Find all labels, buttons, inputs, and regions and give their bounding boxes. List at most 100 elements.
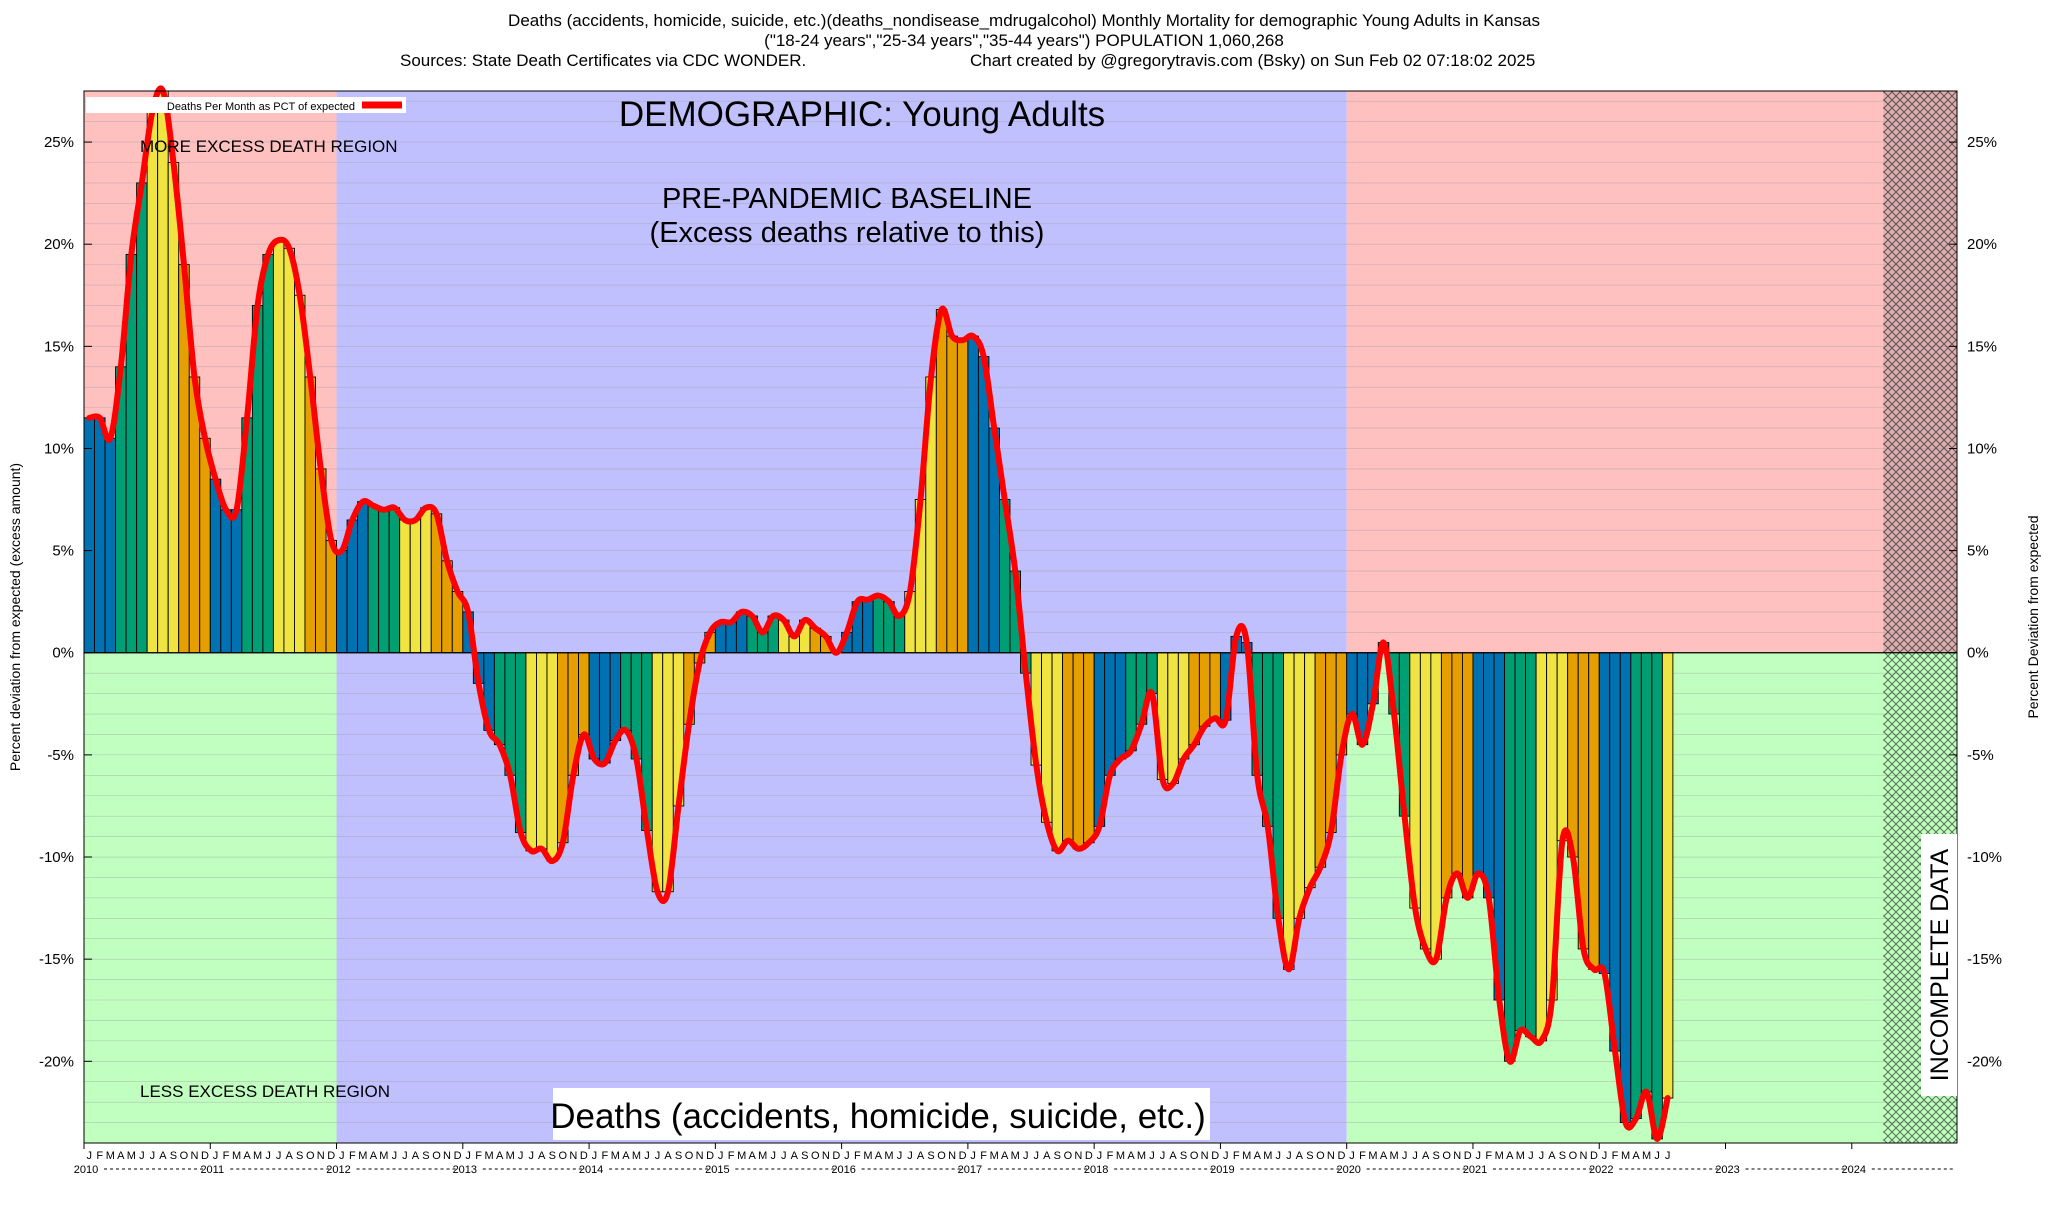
x-month-label: F bbox=[349, 1150, 356, 1162]
bar bbox=[283, 247, 295, 654]
x-month-label: D bbox=[706, 1150, 714, 1162]
x-month-label: J bbox=[1402, 1150, 1408, 1162]
x-month-label: A bbox=[917, 1150, 925, 1162]
y-tick-label-right: 20% bbox=[1967, 236, 1997, 253]
bar bbox=[935, 309, 948, 654]
bar bbox=[1619, 652, 1632, 1124]
x-month-label: J bbox=[1412, 1150, 1418, 1162]
bar bbox=[325, 539, 337, 654]
x-month-label: A bbox=[1422, 1150, 1430, 1162]
bar bbox=[336, 550, 348, 654]
header-line-3-left: Sources: State Death Certificates via CD… bbox=[400, 51, 806, 70]
bar bbox=[609, 652, 622, 742]
x-month-label: M bbox=[1368, 1150, 1377, 1162]
x-month-label: A bbox=[664, 1150, 672, 1162]
bar bbox=[399, 519, 411, 654]
bar bbox=[1598, 652, 1611, 974]
x-month-label: M bbox=[1137, 1150, 1146, 1162]
bar bbox=[1346, 652, 1358, 715]
x-month-label: J bbox=[276, 1150, 282, 1162]
x-year-label: 2016 bbox=[831, 1164, 855, 1176]
bar bbox=[420, 507, 432, 654]
y-tick-label-right: -20% bbox=[1967, 1053, 2002, 1070]
x-year-label: 2024 bbox=[1842, 1164, 1866, 1176]
x-month-label: O bbox=[1442, 1150, 1451, 1162]
bar bbox=[104, 437, 117, 654]
bar bbox=[536, 652, 548, 850]
x-month-label: J bbox=[644, 1150, 650, 1162]
bar bbox=[1083, 652, 1095, 844]
x-month-label: A bbox=[1127, 1150, 1135, 1162]
bar bbox=[157, 90, 169, 654]
bar bbox=[388, 507, 401, 654]
x-month-label: J bbox=[844, 1150, 850, 1162]
bar bbox=[1472, 652, 1484, 874]
bar bbox=[1483, 652, 1495, 899]
y-tick-label-left: 0% bbox=[52, 645, 74, 662]
x-month-label: J bbox=[781, 1150, 787, 1162]
x-month-label: M bbox=[358, 1150, 367, 1162]
x-month-label: A bbox=[749, 1150, 757, 1162]
x-month-label: J bbox=[1528, 1150, 1534, 1162]
x-month-label: D bbox=[1211, 1150, 1219, 1162]
y-tick-label-left: -10% bbox=[39, 849, 74, 866]
region-baseline bbox=[336, 91, 1347, 1143]
y-tick-label-right: 10% bbox=[1967, 440, 1997, 457]
bar bbox=[1567, 652, 1579, 858]
x-month-label: S bbox=[422, 1150, 429, 1162]
x-month-label: S bbox=[927, 1150, 934, 1162]
x-year-label: 2010 bbox=[74, 1164, 98, 1176]
x-month-label: J bbox=[392, 1150, 398, 1162]
x-month-label: M bbox=[1642, 1150, 1651, 1162]
x-month-label: J bbox=[1160, 1150, 1166, 1162]
bar bbox=[1525, 652, 1537, 1038]
x-month-label: J bbox=[528, 1150, 534, 1162]
y-tick-label-right: 0% bbox=[1967, 645, 1989, 662]
x-month-label: M bbox=[1011, 1150, 1020, 1162]
bar bbox=[1304, 652, 1316, 889]
x-month-label: D bbox=[1464, 1150, 1472, 1162]
x-month-label: D bbox=[1590, 1150, 1598, 1162]
x-month-label: D bbox=[454, 1150, 462, 1162]
header-line-3-right: Chart created by @gregorytravis.com (Bsk… bbox=[970, 51, 1535, 70]
x-month-label: N bbox=[1453, 1150, 1461, 1162]
x-month-label: S bbox=[1180, 1150, 1187, 1162]
bar bbox=[1440, 652, 1453, 899]
plot-frame bbox=[83, 90, 1958, 1144]
x-month-label: J bbox=[1286, 1150, 1292, 1162]
x-year-label: 2015 bbox=[705, 1164, 729, 1176]
bar bbox=[199, 437, 211, 654]
x-month-label: D bbox=[832, 1150, 840, 1162]
x-month-label: N bbox=[191, 1150, 199, 1162]
x-month-label: M bbox=[990, 1150, 999, 1162]
x-month-label: M bbox=[379, 1150, 388, 1162]
bar bbox=[977, 356, 990, 654]
bar bbox=[357, 501, 369, 654]
y-axis-ticks: 25% 25% 20% 20% 15% 15% 10% 10% 5% 5% 0% 0% -5% -5% -1… bbox=[39, 134, 2002, 1070]
y-tick-label-left: -5% bbox=[47, 747, 74, 764]
x-month-label: N bbox=[443, 1150, 451, 1162]
x-month-label: A bbox=[538, 1150, 546, 1162]
x-month-label: J bbox=[1539, 1150, 1545, 1162]
x-month-label: M bbox=[1263, 1150, 1272, 1162]
x-month-label: O bbox=[685, 1150, 694, 1162]
x-month-label: J bbox=[1475, 1150, 1481, 1162]
x-month-label: A bbox=[286, 1150, 294, 1162]
bar bbox=[409, 519, 422, 654]
x-month-label: D bbox=[1337, 1150, 1345, 1162]
x-year-label: 2021 bbox=[1463, 1164, 1487, 1176]
x-month-label: J bbox=[1097, 1150, 1103, 1162]
y-tick-label-right: 15% bbox=[1967, 338, 1997, 355]
x-month-label: J bbox=[897, 1150, 903, 1162]
bar bbox=[546, 652, 558, 862]
bar bbox=[1609, 652, 1621, 1052]
x-month-label: M bbox=[863, 1150, 872, 1162]
x-year-label: 2011 bbox=[200, 1164, 224, 1176]
x-month-label: N bbox=[317, 1150, 325, 1162]
x-month-label: F bbox=[1612, 1150, 1619, 1162]
x-year-label: 2017 bbox=[958, 1164, 982, 1176]
bar bbox=[956, 339, 969, 654]
bar bbox=[83, 417, 95, 654]
